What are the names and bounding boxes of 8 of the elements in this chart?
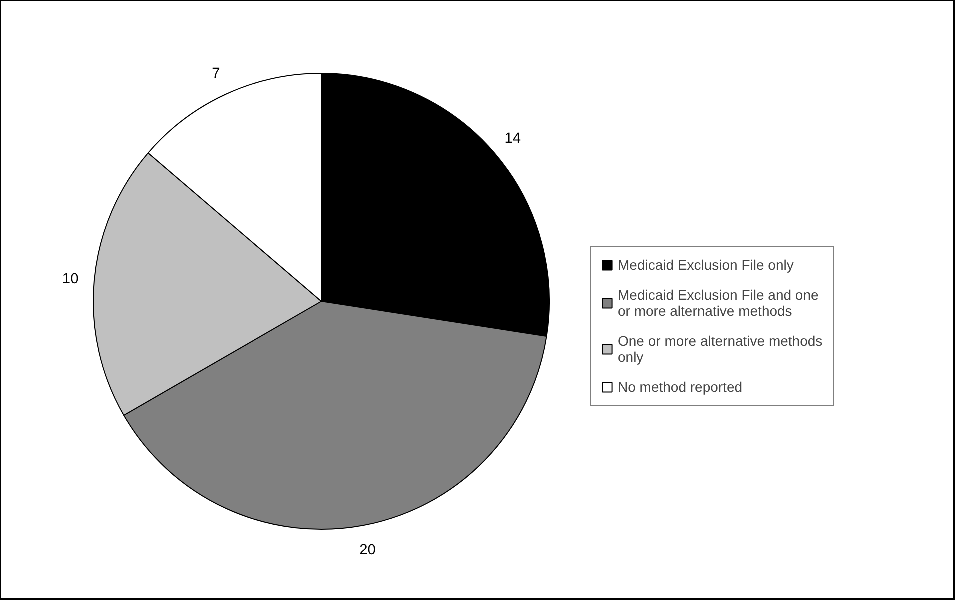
data-label: 7 (212, 66, 220, 82)
legend-label: No method reported (618, 379, 743, 395)
legend-label: Medicaid Exclusion File and one or more alternative methods (618, 287, 819, 319)
legend-label: Medicaid Exclusion File only (618, 257, 794, 273)
data-label: 10 (62, 272, 79, 288)
data-label: 14 (504, 131, 522, 148)
data-label: 20 (360, 542, 376, 559)
legend-label: One or more alternative methods only (618, 333, 823, 365)
